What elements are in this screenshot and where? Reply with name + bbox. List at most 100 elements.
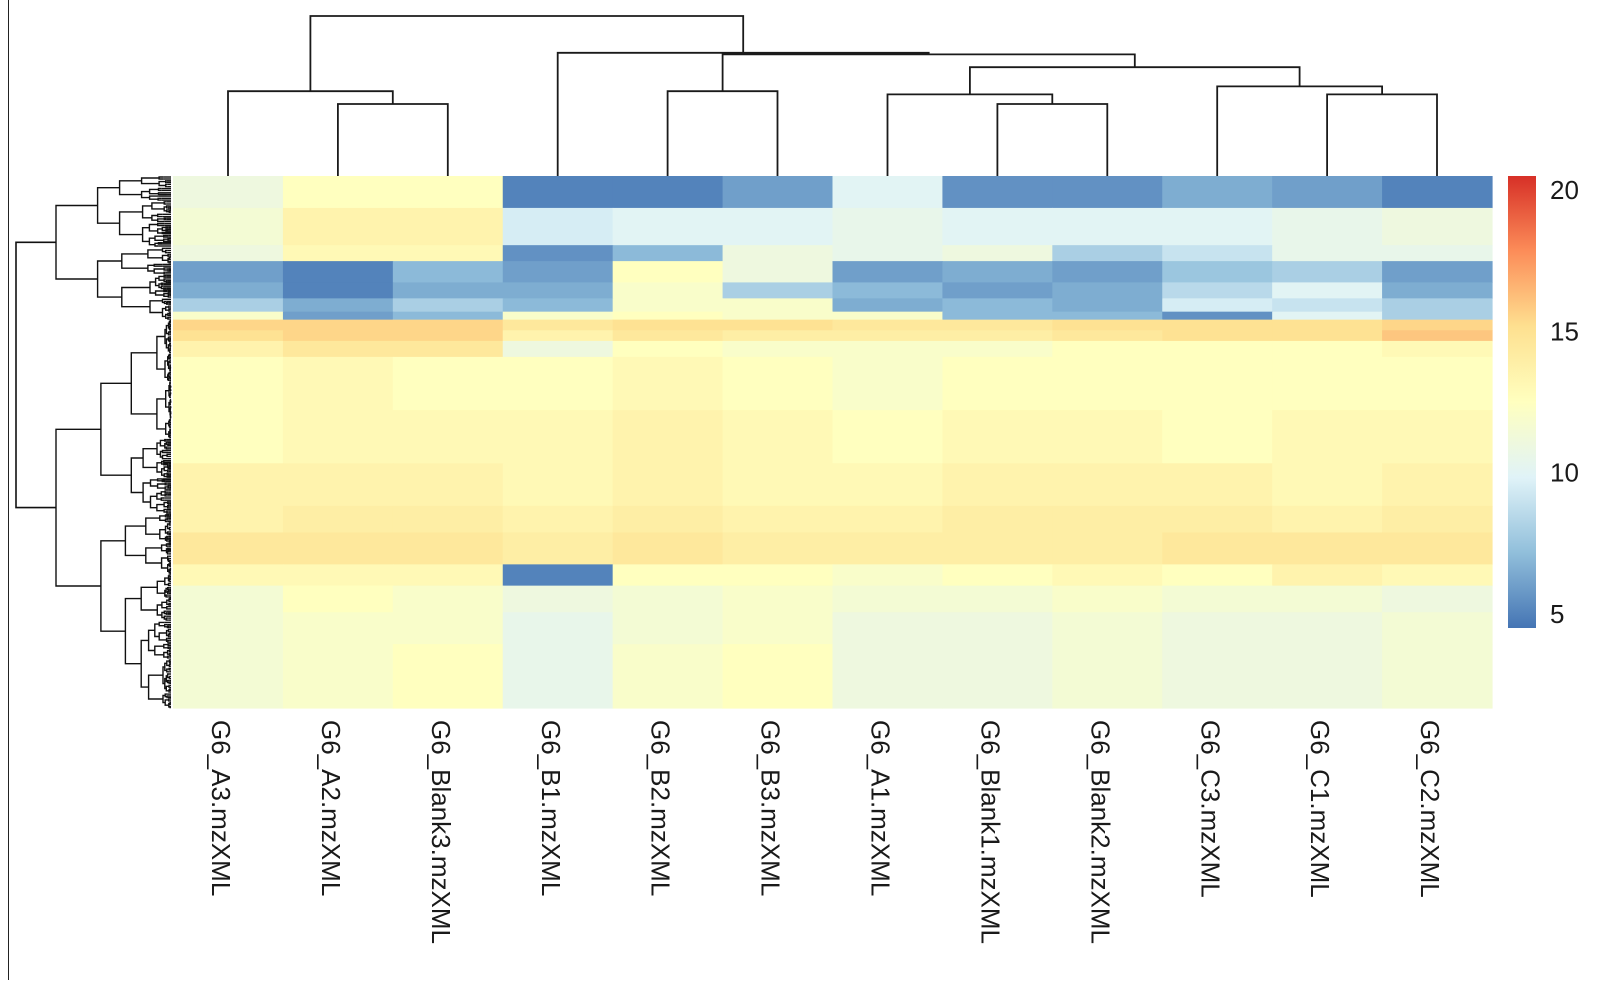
row-dendrogram-branch [167,372,170,378]
row-dendrogram-branch [168,466,170,470]
heatmap-cell [1052,311,1163,321]
row-dendrogram-branch [166,510,169,514]
row-dendrogram-branch [168,353,171,357]
row-dendrogram-branch [168,308,171,312]
row-dendrogram-branch [169,597,171,601]
row-dendrogram-branch [165,594,169,598]
heatmap-cell [173,644,284,709]
row-dendrogram-branch [161,601,167,609]
heatmap-cell [1382,207,1493,246]
column-dendrogram-branch [969,66,1301,95]
heatmap-cell [1382,298,1493,313]
heatmap-cell [612,532,724,565]
row-dendrogram-branch [168,210,171,213]
heatmap-cell [1272,282,1383,299]
column-label: G6_Blank3.mzXML [426,720,456,944]
heatmap-cell [392,340,504,358]
row-dendrogram-branch [156,398,166,430]
row-dendrogram-branch [168,371,170,375]
color-scale-legend: 5 10 15 20 [1508,175,1579,629]
heatmap-cell [722,564,834,587]
row-dendrogram-branch [166,550,169,555]
heatmap-cell [1162,505,1273,534]
row-dendrogram-branch [160,557,168,569]
row-dendrogram-branch [165,587,168,593]
color-scale-bar [1508,176,1536,628]
heatmap-cell [1162,311,1273,321]
heatmap-cell [722,282,834,299]
column-dendrogram-branch [721,53,1136,92]
heatmap-cell [1382,340,1493,358]
row-dendrogram-branch [168,684,170,688]
row-dendrogram-branch [167,643,170,647]
row-dendrogram-branch [167,575,170,582]
heatmap-cell [612,298,724,313]
heatmap-cell [502,463,614,507]
heatmap-cell [1052,245,1163,262]
heatmap-cell [282,330,394,342]
row-dendrogram-branch [147,674,163,700]
row-dendrogram-branch [159,515,166,521]
row-dendrogram-branch [168,532,170,536]
heatmap-cell [173,585,284,613]
row-dendrogram-branch [163,234,169,238]
heatmap-cell [832,282,944,299]
row-dendrogram-branch [148,188,159,195]
column-label: G6_B1.mzXML [536,720,566,896]
heatmap-cell [502,311,614,321]
heatmap-cell [832,207,944,246]
heatmap-cell [832,298,944,313]
row-dendrogram-branch [163,206,167,212]
heatmap-cell [1382,463,1493,507]
row-dendrogram-branch [165,180,167,184]
color-scale-tick-label: 15 [1550,316,1579,346]
heatmap-cell [832,176,944,209]
heatmap-cell [502,612,614,645]
heatmap-cell [502,585,614,613]
row-dendrogram-branch [168,602,170,606]
heatmap-cell [392,298,504,313]
row-dendrogram-branch [147,249,163,259]
row-dendrogram-branch [167,354,170,359]
row-dendrogram-branch [156,478,163,482]
row-dendrogram-branch [157,213,163,218]
heatmap-cell [282,505,394,534]
row-dendrogram-branch [160,544,167,552]
heatmap-cell [612,612,724,645]
heatmap-cell [392,463,504,507]
heatmap-cell [173,410,284,464]
heatmap-cell [722,298,834,313]
heatmap-cell [502,176,614,209]
row-dendrogram-branch [140,586,158,611]
row-dendrogram-branch [165,280,168,283]
heatmap-cell [282,585,394,613]
heatmap-cell [1162,585,1273,613]
heatmap-cell [1162,564,1273,587]
color-scale-tick-label: 20 [1550,175,1579,205]
heatmap-cell [392,176,504,209]
row-dendrogram-branch [165,446,170,450]
heatmap-cell [942,311,1053,321]
row-dendrogram-branch [169,360,171,364]
heatmap-cell [1162,644,1273,709]
heatmap-cell [1052,298,1163,313]
heatmap-cell [942,585,1053,613]
heatmap-cell [282,311,394,321]
heatmap-cell [832,644,944,709]
heatmap-cell [722,505,834,534]
row-dendrogram-branch [168,578,170,583]
heatmap-cell [1382,311,1493,321]
heatmap-cell [502,330,614,342]
column-label: G6_Blank2.mzXML [1085,720,1115,944]
heatmap-cell [1382,176,1493,209]
heatmap-cell [1382,330,1493,342]
row-dendrogram-branch [154,645,164,656]
heatmap-cell [1272,330,1383,342]
heatmap-cell [832,245,944,262]
row-dendrogram-branch [167,542,169,546]
row-dendrogram-branch [154,235,164,241]
row-dendrogram-branch [168,375,170,379]
row-dendrogram-branch [153,268,165,274]
row-dendrogram-branch [167,582,171,587]
heatmap-cell [612,282,724,299]
